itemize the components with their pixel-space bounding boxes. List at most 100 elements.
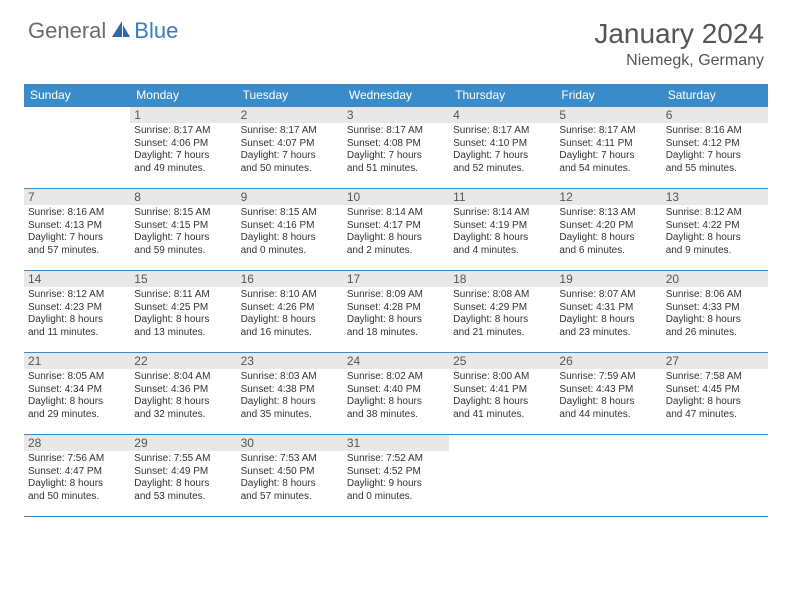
day-details: Sunrise: 8:09 AMSunset: 4:28 PMDaylight:… bbox=[347, 289, 445, 339]
detail-line: and 38 minutes. bbox=[347, 409, 445, 422]
calendar-cell: 31Sunrise: 7:52 AMSunset: 4:52 PMDayligh… bbox=[343, 435, 449, 517]
calendar-cell: 20Sunrise: 8:06 AMSunset: 4:33 PMDayligh… bbox=[662, 271, 768, 353]
day-details: Sunrise: 8:08 AMSunset: 4:29 PMDaylight:… bbox=[453, 289, 551, 339]
day-number: 15 bbox=[130, 271, 236, 287]
day-number: 16 bbox=[237, 271, 343, 287]
day-number: 24 bbox=[343, 353, 449, 369]
detail-line: Sunset: 4:25 PM bbox=[134, 302, 232, 315]
detail-line: Sunrise: 8:05 AM bbox=[28, 371, 126, 384]
calendar-cell: 1Sunrise: 8:17 AMSunset: 4:06 PMDaylight… bbox=[130, 107, 236, 189]
detail-line: and 52 minutes. bbox=[453, 163, 551, 176]
detail-line: Sunrise: 8:13 AM bbox=[559, 207, 657, 220]
calendar-cell: 21Sunrise: 8:05 AMSunset: 4:34 PMDayligh… bbox=[24, 353, 130, 435]
calendar-cell: 6 Sunrise: 8:16 AMSunset: 4:12 PMDaylight… bbox=[662, 107, 768, 189]
detail-line: Sunset: 4:23 PM bbox=[28, 302, 126, 315]
detail-line: Sunset: 4:49 PM bbox=[134, 466, 232, 479]
day-details: Sunrise: 8:15 AMSunset: 4:16 PMDaylight:… bbox=[241, 207, 339, 257]
detail-line: Sunrise: 8:11 AM bbox=[134, 289, 232, 302]
detail-line: Sunset: 4:10 PM bbox=[453, 138, 551, 151]
day-number: 10 bbox=[343, 189, 449, 205]
detail-line: Sunrise: 7:55 AM bbox=[134, 453, 232, 466]
day-number: 6 bbox=[662, 107, 768, 123]
detail-line: and 51 minutes. bbox=[347, 163, 445, 176]
calendar-cell: 22Sunrise: 8:04 AMSunset: 4:36 PMDayligh… bbox=[130, 353, 236, 435]
detail-line: Daylight: 8 hours bbox=[134, 314, 232, 327]
detail-line: Sunset: 4:19 PM bbox=[453, 220, 551, 233]
detail-line: Daylight: 8 hours bbox=[241, 232, 339, 245]
detail-line: Daylight: 7 hours bbox=[134, 232, 232, 245]
detail-line: Sunset: 4:13 PM bbox=[28, 220, 126, 233]
detail-line: Sunrise: 8:16 AM bbox=[666, 125, 764, 138]
calendar-cell: 3 Sunrise: 8:17 AMSunset: 4:08 PMDaylight… bbox=[343, 107, 449, 189]
calendar-row: 28 Sunrise: 7:56 AMSunset: 4:47 PMDayligh… bbox=[24, 435, 768, 517]
detail-line: Daylight: 8 hours bbox=[134, 478, 232, 491]
day-number: 12 bbox=[555, 189, 661, 205]
detail-line: Sunrise: 8:14 AM bbox=[453, 207, 551, 220]
day-details: Sunrise: 8:00 AMSunset: 4:41 PMDaylight:… bbox=[453, 371, 551, 421]
detail-line: Sunrise: 8:16 AM bbox=[28, 207, 126, 220]
detail-line: and 16 minutes. bbox=[241, 327, 339, 340]
detail-line: and 59 minutes. bbox=[134, 245, 232, 258]
detail-line: and 26 minutes. bbox=[666, 327, 764, 340]
detail-line: Sunrise: 8:17 AM bbox=[134, 125, 232, 138]
detail-line: Sunrise: 8:04 AM bbox=[134, 371, 232, 384]
day-number: 3 bbox=[343, 107, 449, 123]
detail-line: Sunrise: 8:14 AM bbox=[347, 207, 445, 220]
day-number: 18 bbox=[449, 271, 555, 287]
detail-line: Sunset: 4:06 PM bbox=[134, 138, 232, 151]
title-block: January 2024 Niemegk, Germany bbox=[594, 18, 764, 70]
calendar-cell: 4Sunrise: 8:17 AMSunset: 4:10 PMDaylight… bbox=[449, 107, 555, 189]
day-number: 28 bbox=[24, 435, 130, 451]
day-details: Sunrise: 8:16 AMSunset: 4:12 PMDaylight:… bbox=[666, 125, 764, 175]
day-number: 21 bbox=[24, 353, 130, 369]
day-details: Sunrise: 8:07 AMSunset: 4:31 PMDaylight:… bbox=[559, 289, 657, 339]
month-title: January 2024 bbox=[594, 18, 764, 50]
detail-line: Daylight: 9 hours bbox=[347, 478, 445, 491]
detail-line: Sunset: 4:50 PM bbox=[241, 466, 339, 479]
weekday-header: Thursday bbox=[449, 84, 555, 107]
detail-line: and 6 minutes. bbox=[559, 245, 657, 258]
calendar-cell: 18 Sunrise: 8:08 AMSunset: 4:29 PMDayligh… bbox=[449, 271, 555, 353]
detail-line: Sunset: 4:31 PM bbox=[559, 302, 657, 315]
day-details: Sunrise: 8:12 AMSunset: 4:22 PMDaylight:… bbox=[666, 207, 764, 257]
detail-line: Sunset: 4:43 PM bbox=[559, 384, 657, 397]
calendar-cell: 11Sunrise: 8:14 AMSunset: 4:19 PMDayligh… bbox=[449, 189, 555, 271]
day-number: 25 bbox=[449, 353, 555, 369]
detail-line: Daylight: 8 hours bbox=[453, 232, 551, 245]
detail-line: Daylight: 8 hours bbox=[347, 232, 445, 245]
detail-line: Daylight: 8 hours bbox=[666, 232, 764, 245]
detail-line: Sunrise: 8:03 AM bbox=[241, 371, 339, 384]
detail-line: Sunrise: 8:12 AM bbox=[28, 289, 126, 302]
day-number: 4 bbox=[449, 107, 555, 123]
detail-line: Sunset: 4:16 PM bbox=[241, 220, 339, 233]
day-number: 14 bbox=[24, 271, 130, 287]
detail-line: Sunset: 4:08 PM bbox=[347, 138, 445, 151]
detail-line: Daylight: 8 hours bbox=[241, 314, 339, 327]
day-details: Sunrise: 8:17 AMSunset: 4:11 PMDaylight:… bbox=[559, 125, 657, 175]
day-number: 30 bbox=[237, 435, 343, 451]
day-number: 27 bbox=[662, 353, 768, 369]
calendar-row: 1Sunrise: 8:17 AMSunset: 4:06 PMDaylight… bbox=[24, 107, 768, 189]
detail-line: Daylight: 8 hours bbox=[347, 396, 445, 409]
weekday-header: Tuesday bbox=[237, 84, 343, 107]
detail-line: and 47 minutes. bbox=[666, 409, 764, 422]
day-details: Sunrise: 8:17 AMSunset: 4:08 PMDaylight:… bbox=[347, 125, 445, 175]
detail-line: Sunset: 4:36 PM bbox=[134, 384, 232, 397]
detail-line: Daylight: 8 hours bbox=[28, 396, 126, 409]
day-details: Sunrise: 8:15 AMSunset: 4:15 PMDaylight:… bbox=[134, 207, 232, 257]
detail-line: Daylight: 8 hours bbox=[134, 396, 232, 409]
day-number: 2 bbox=[237, 107, 343, 123]
calendar-row: 21Sunrise: 8:05 AMSunset: 4:34 PMDayligh… bbox=[24, 353, 768, 435]
calendar-cell: 2Sunrise: 8:17 AMSunset: 4:07 PMDaylight… bbox=[237, 107, 343, 189]
sail-icon bbox=[110, 19, 132, 44]
detail-line: and 4 minutes. bbox=[453, 245, 551, 258]
calendar-cell bbox=[662, 435, 768, 517]
detail-line: Daylight: 7 hours bbox=[559, 150, 657, 163]
detail-line: Daylight: 7 hours bbox=[666, 150, 764, 163]
detail-line: Daylight: 8 hours bbox=[559, 314, 657, 327]
detail-line: and 29 minutes. bbox=[28, 409, 126, 422]
detail-line: Sunset: 4:15 PM bbox=[134, 220, 232, 233]
brand-right: Blue bbox=[134, 18, 178, 44]
detail-line: and 32 minutes. bbox=[134, 409, 232, 422]
day-details: Sunrise: 7:56 AMSunset: 4:47 PMDaylight:… bbox=[28, 453, 126, 503]
